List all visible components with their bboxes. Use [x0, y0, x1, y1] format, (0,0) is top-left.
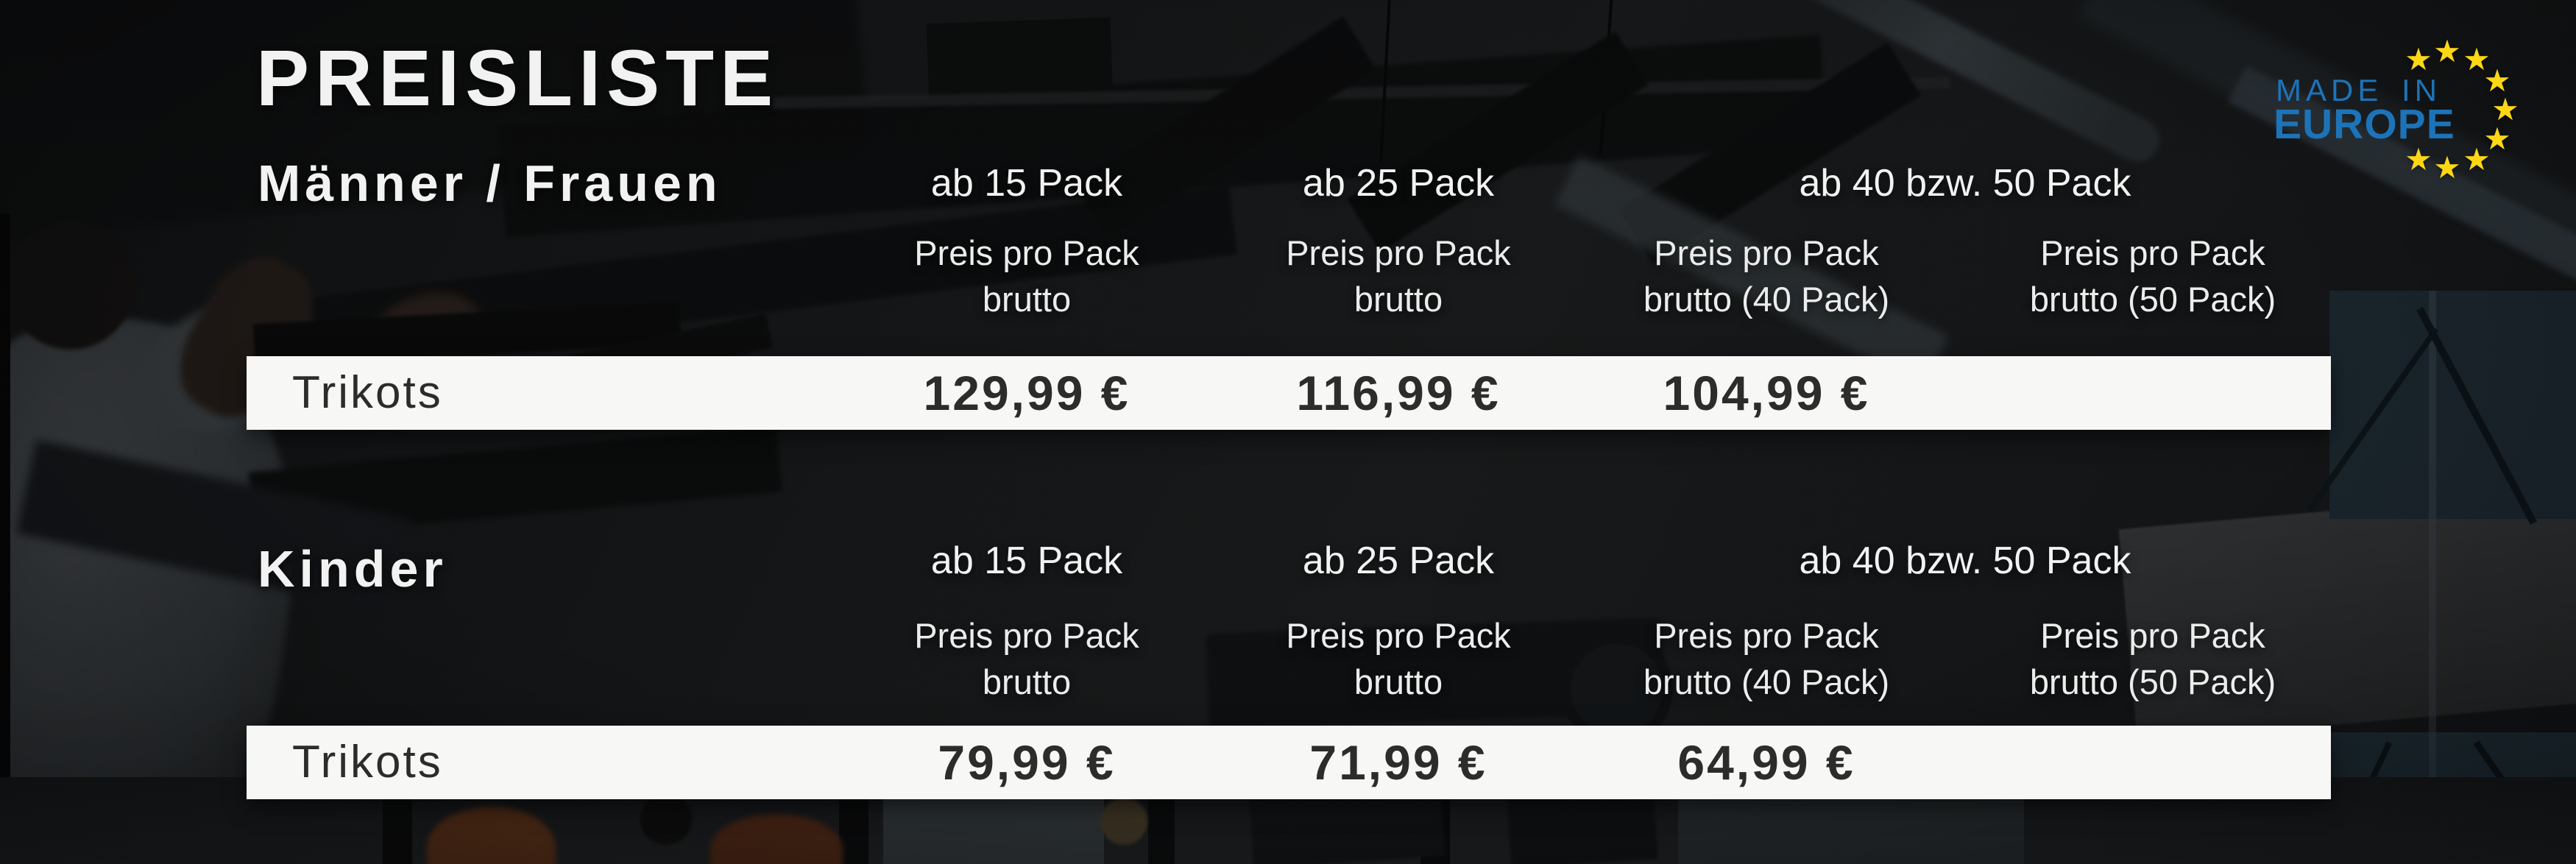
subheader-preis-pro-pack: Preis pro Pack — [914, 616, 1139, 655]
eu-star-icon: ★ — [2433, 150, 2461, 185]
price-40-pack: 104,99 € — [1663, 366, 1870, 420]
price-row-trikots — [247, 356, 2331, 430]
eu-star-icon: ★ — [2463, 142, 2491, 177]
price-15-pack: 129,99 € — [923, 366, 1130, 420]
subheader-preis-pro-pack: Preis pro Pack — [2040, 233, 2265, 272]
subheader-brutto: brutto — [1354, 662, 1443, 701]
photo-shape — [1100, 798, 1147, 845]
col-header-ab-40-50-pack: ab 40 bzw. 50 Pack — [1799, 162, 2131, 205]
col-header-ab-25-pack: ab 25 Pack — [1302, 539, 1495, 582]
price-row-trikots — [247, 726, 2331, 799]
subheader-preis-pro-pack: Preis pro Pack — [1654, 233, 1879, 272]
eu-star-icon: ★ — [2405, 142, 2432, 177]
subheader-brutto: brutto — [982, 662, 1072, 701]
product-label-trikots: Trikots — [292, 367, 443, 418]
eu-star-icon: ★ — [2463, 42, 2491, 77]
eu-star-icon: ★ — [2405, 42, 2432, 77]
price-50-pack — [1958, 356, 2348, 430]
photo-shape — [710, 814, 843, 864]
photo-shape — [640, 793, 692, 845]
photo-shape — [0, 213, 10, 864]
photo-shape — [2429, 291, 2436, 864]
price-25-pack: 116,99 € — [1296, 366, 1501, 420]
subheader-preis-pro-pack: Preis pro Pack — [914, 233, 1139, 272]
subheader-preis-pro-pack: Preis pro Pack — [2040, 616, 2265, 655]
page-title: PREISLISTE — [256, 33, 779, 122]
eu-star-icon: ★ — [2483, 63, 2511, 98]
eu-star-icon: ★ — [2433, 34, 2461, 68]
section-label-kinder: Kinder — [258, 540, 447, 598]
eu-star-icon: ★ — [2491, 92, 2519, 127]
price-50-pack — [1958, 726, 2348, 799]
subheader-brutto: brutto — [1354, 280, 1443, 319]
price-15-pack: 79,99 € — [938, 735, 1116, 790]
col-header-ab-40-50-pack: ab 40 bzw. 50 Pack — [1799, 539, 2131, 582]
price-40-pack: 64,99 € — [1677, 735, 1855, 790]
subheader-preis-pro-pack: Preis pro Pack — [1286, 616, 1511, 655]
subheader-brutto-50-pack: brutto (50 Pack) — [2029, 662, 2276, 701]
col-header-ab-25-pack: ab 25 Pack — [1302, 162, 1495, 205]
subheader-brutto: brutto — [982, 280, 1072, 319]
eu-star-icon: ★ — [2483, 121, 2511, 156]
col-header-ab-15-pack: ab 15 Pack — [930, 162, 1123, 205]
subheader-brutto-40-pack: brutto (40 Pack) — [1643, 280, 1890, 319]
badge-europe-label: EUROPE — [2274, 101, 2455, 148]
price-25-pack: 71,99 € — [1309, 735, 1487, 790]
subheader-preis-pro-pack: Preis pro Pack — [1654, 616, 1879, 655]
col-header-ab-15-pack: ab 15 Pack — [930, 539, 1123, 582]
eu-stars-circle: ★ ★ ★ ★ ★ ★ ★ ★ ★ — [2389, 22, 2576, 199]
subheader-brutto-40-pack: brutto (40 Pack) — [1643, 662, 1890, 701]
subheader-preis-pro-pack: Preis pro Pack — [1286, 233, 1511, 272]
badge-made-in-label: MADE IN — [2275, 73, 2441, 107]
product-label-trikots: Trikots — [292, 737, 443, 787]
subheader-brutto-50-pack: brutto (50 Pack) — [2029, 280, 2276, 319]
photo-window — [2329, 291, 2576, 519]
section-label-maenner-frauen: Männer / Frauen — [258, 155, 722, 212]
photo-person-head — [6, 221, 135, 350]
